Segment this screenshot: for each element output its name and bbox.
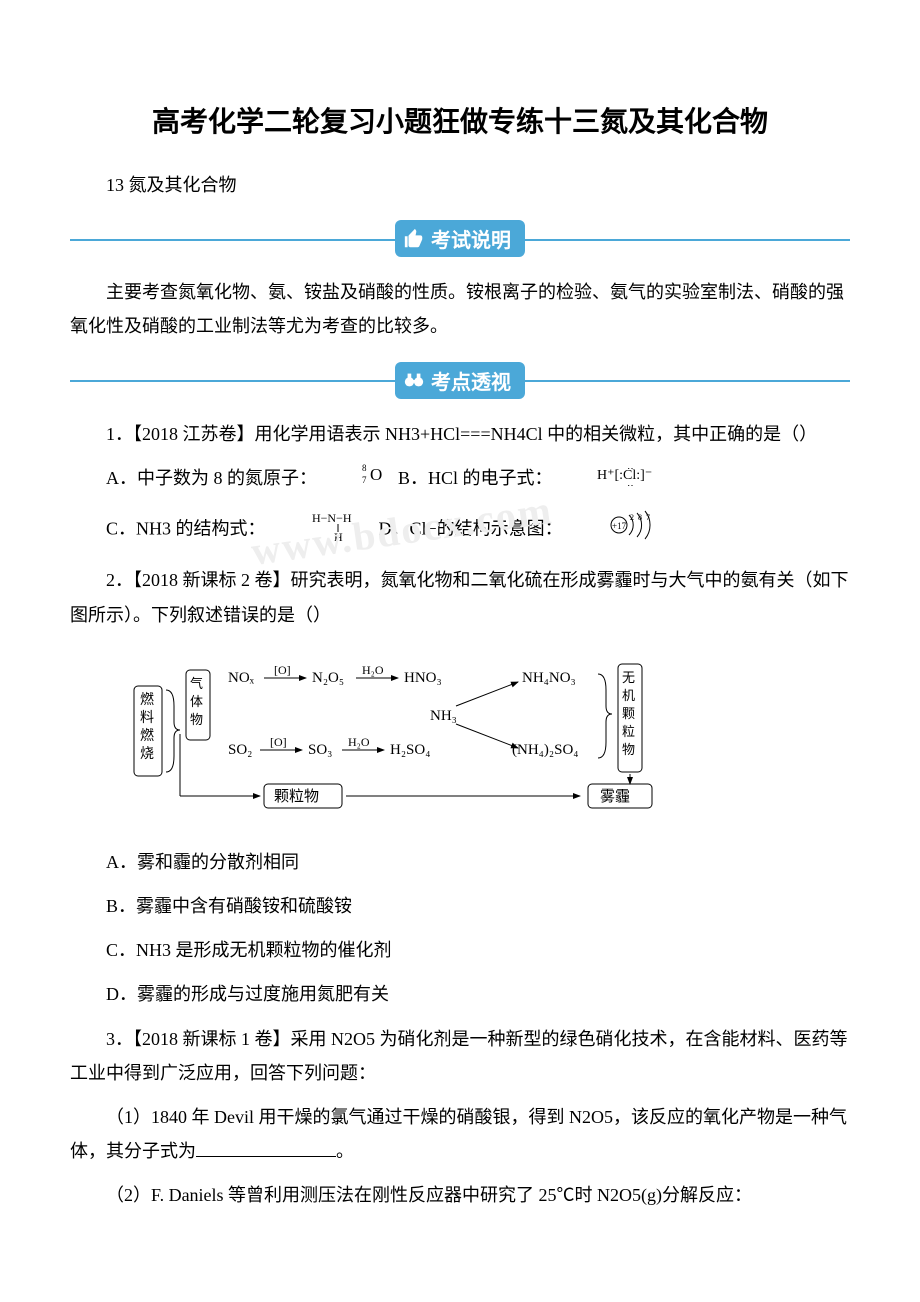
svg-text:料: 料 (140, 710, 154, 726)
q3-sub1: （1）1840 年 Devil 用干燥的氯气通过干燥的硝酸银，得到 N2O5，该… (70, 1100, 850, 1168)
svg-text:粒: 粒 (622, 724, 635, 739)
svg-text:烧: 烧 (140, 746, 154, 762)
q3-sub1-text-b: 。 (336, 1141, 354, 1161)
q2-optA: A．雾和霾的分散剂相同 (70, 845, 850, 879)
svg-text:颗: 颗 (622, 706, 635, 721)
svg-text:(NH₄)₂SO₄: (NH₄)₂SO₄ (512, 742, 579, 758)
cl-structure-diagram: +17287 (571, 510, 663, 551)
subtitle: 13 氮及其化合物 (70, 168, 850, 202)
svg-text:O: O (370, 465, 382, 484)
blank-fill (196, 1156, 336, 1157)
nitrogen-isotope-symbol: 8 7O (326, 461, 390, 498)
q3-stem: 3．【2018 新课标 1 卷】采用 N2O5 为硝化剂是一种新型的绿色硝化技术… (70, 1022, 850, 1090)
q2-diagram: 燃 料 燃 烧 气 体 物 NOₓ [O] N₂O₅ H₂O HNO₃ NH₄N… (130, 646, 850, 831)
binoculars-icon (403, 369, 425, 391)
svg-text:NH₄NO₃: NH₄NO₃ (522, 670, 576, 686)
hcl-electron-formula: H⁺[:Cl:]⁻‥ ‥ (561, 461, 667, 498)
q1-optA-text: A．中子数为 8 的氮原子： (106, 468, 317, 488)
q1-options-row1: A．中子数为 8 的氮原子： 8 7O B．HCl 的电子式： H⁺[:Cl:]⁻… (70, 461, 850, 498)
svg-text:体: 体 (190, 694, 203, 709)
svg-text:物: 物 (622, 742, 635, 757)
svg-text:8: 8 (362, 463, 367, 473)
svg-text:[O]: [O] (270, 735, 287, 749)
page-title: 高考化学二轮复习小题狂做专练十三氮及其化合物 (70, 100, 850, 140)
q3-sub1-text-a: （1）1840 年 Devil 用干燥的氯气通过干燥的硝酸银，得到 N2O5，该… (70, 1107, 847, 1161)
svg-text:7: 7 (362, 475, 367, 485)
q2-stem: 2．【2018 新课标 2 卷】研究表明，氮氧化物和二氧化硫在形成雾霾时与大气中… (70, 563, 850, 631)
intro-paragraph: 主要考查氮氧化物、氨、铵盐及硝酸的性质。铵根离子的检验、氨气的实验室制法、硝酸的… (70, 275, 850, 343)
svg-text:H⁺[:Cl:]⁻: H⁺[:Cl:]⁻ (597, 468, 652, 483)
q1-optC-text: C．NH3 的结构式： (106, 519, 266, 539)
svg-text:无: 无 (622, 670, 635, 685)
svg-text:物: 物 (190, 712, 203, 727)
svg-text:‥: ‥ (627, 478, 634, 487)
thumb-icon (403, 228, 425, 250)
q3-sub2: （2）F. Daniels 等曾利用测压法在刚性反应器中研究了 25℃时 N2O… (70, 1178, 850, 1212)
watermark: www.bdocx.com (248, 486, 555, 575)
q1-optB-text: B．HCl 的电子式： (398, 468, 553, 488)
svg-text:8: 8 (638, 513, 642, 522)
svg-text:NOₓ: NOₓ (228, 670, 255, 686)
svg-text:H₂O: H₂O (348, 735, 370, 749)
svg-text:‥: ‥ (627, 461, 634, 472)
banner-label: 考点透视 (431, 372, 511, 394)
q1-stem: 1．【2018 江苏卷】用化学用语表示 NH3+HCl===NH4Cl 中的相关… (70, 417, 850, 451)
svg-text:燃: 燃 (140, 727, 154, 744)
q2-optD: D．雾霾的形成与过度施用氮肥有关 (70, 977, 850, 1011)
svg-text:SO₃: SO₃ (308, 742, 332, 758)
banner-exam-instructions: 考试说明 (70, 220, 850, 257)
svg-text:SO₂: SO₂ (228, 742, 252, 758)
q2-optC: C．NH3 是形成无机颗粒物的催化剂 (70, 933, 850, 967)
svg-text:燃: 燃 (140, 691, 154, 708)
svg-text:N₂O₅: N₂O₅ (312, 670, 344, 686)
q2-optB: B．雾霾中含有硝酸铵和硫酸铵 (70, 889, 850, 923)
svg-text:HNO₃: HNO₃ (404, 670, 442, 686)
svg-text:气: 气 (190, 676, 203, 691)
svg-text:[O]: [O] (274, 663, 291, 677)
svg-text:2: 2 (630, 513, 634, 522)
svg-text:NH₃: NH₃ (430, 708, 457, 724)
svg-text:机: 机 (622, 688, 635, 703)
svg-text:+17: +17 (612, 521, 627, 531)
svg-text:颗粒物: 颗粒物 (274, 788, 319, 805)
svg-text:H₂SO₄: H₂SO₄ (390, 742, 430, 758)
banner-label: 考试说明 (431, 230, 511, 252)
svg-text:雾霾: 雾霾 (600, 788, 630, 805)
svg-text:H₂O: H₂O (362, 663, 384, 677)
svg-text:7: 7 (646, 513, 650, 522)
banner-key-points: 考点透视 (70, 362, 850, 399)
